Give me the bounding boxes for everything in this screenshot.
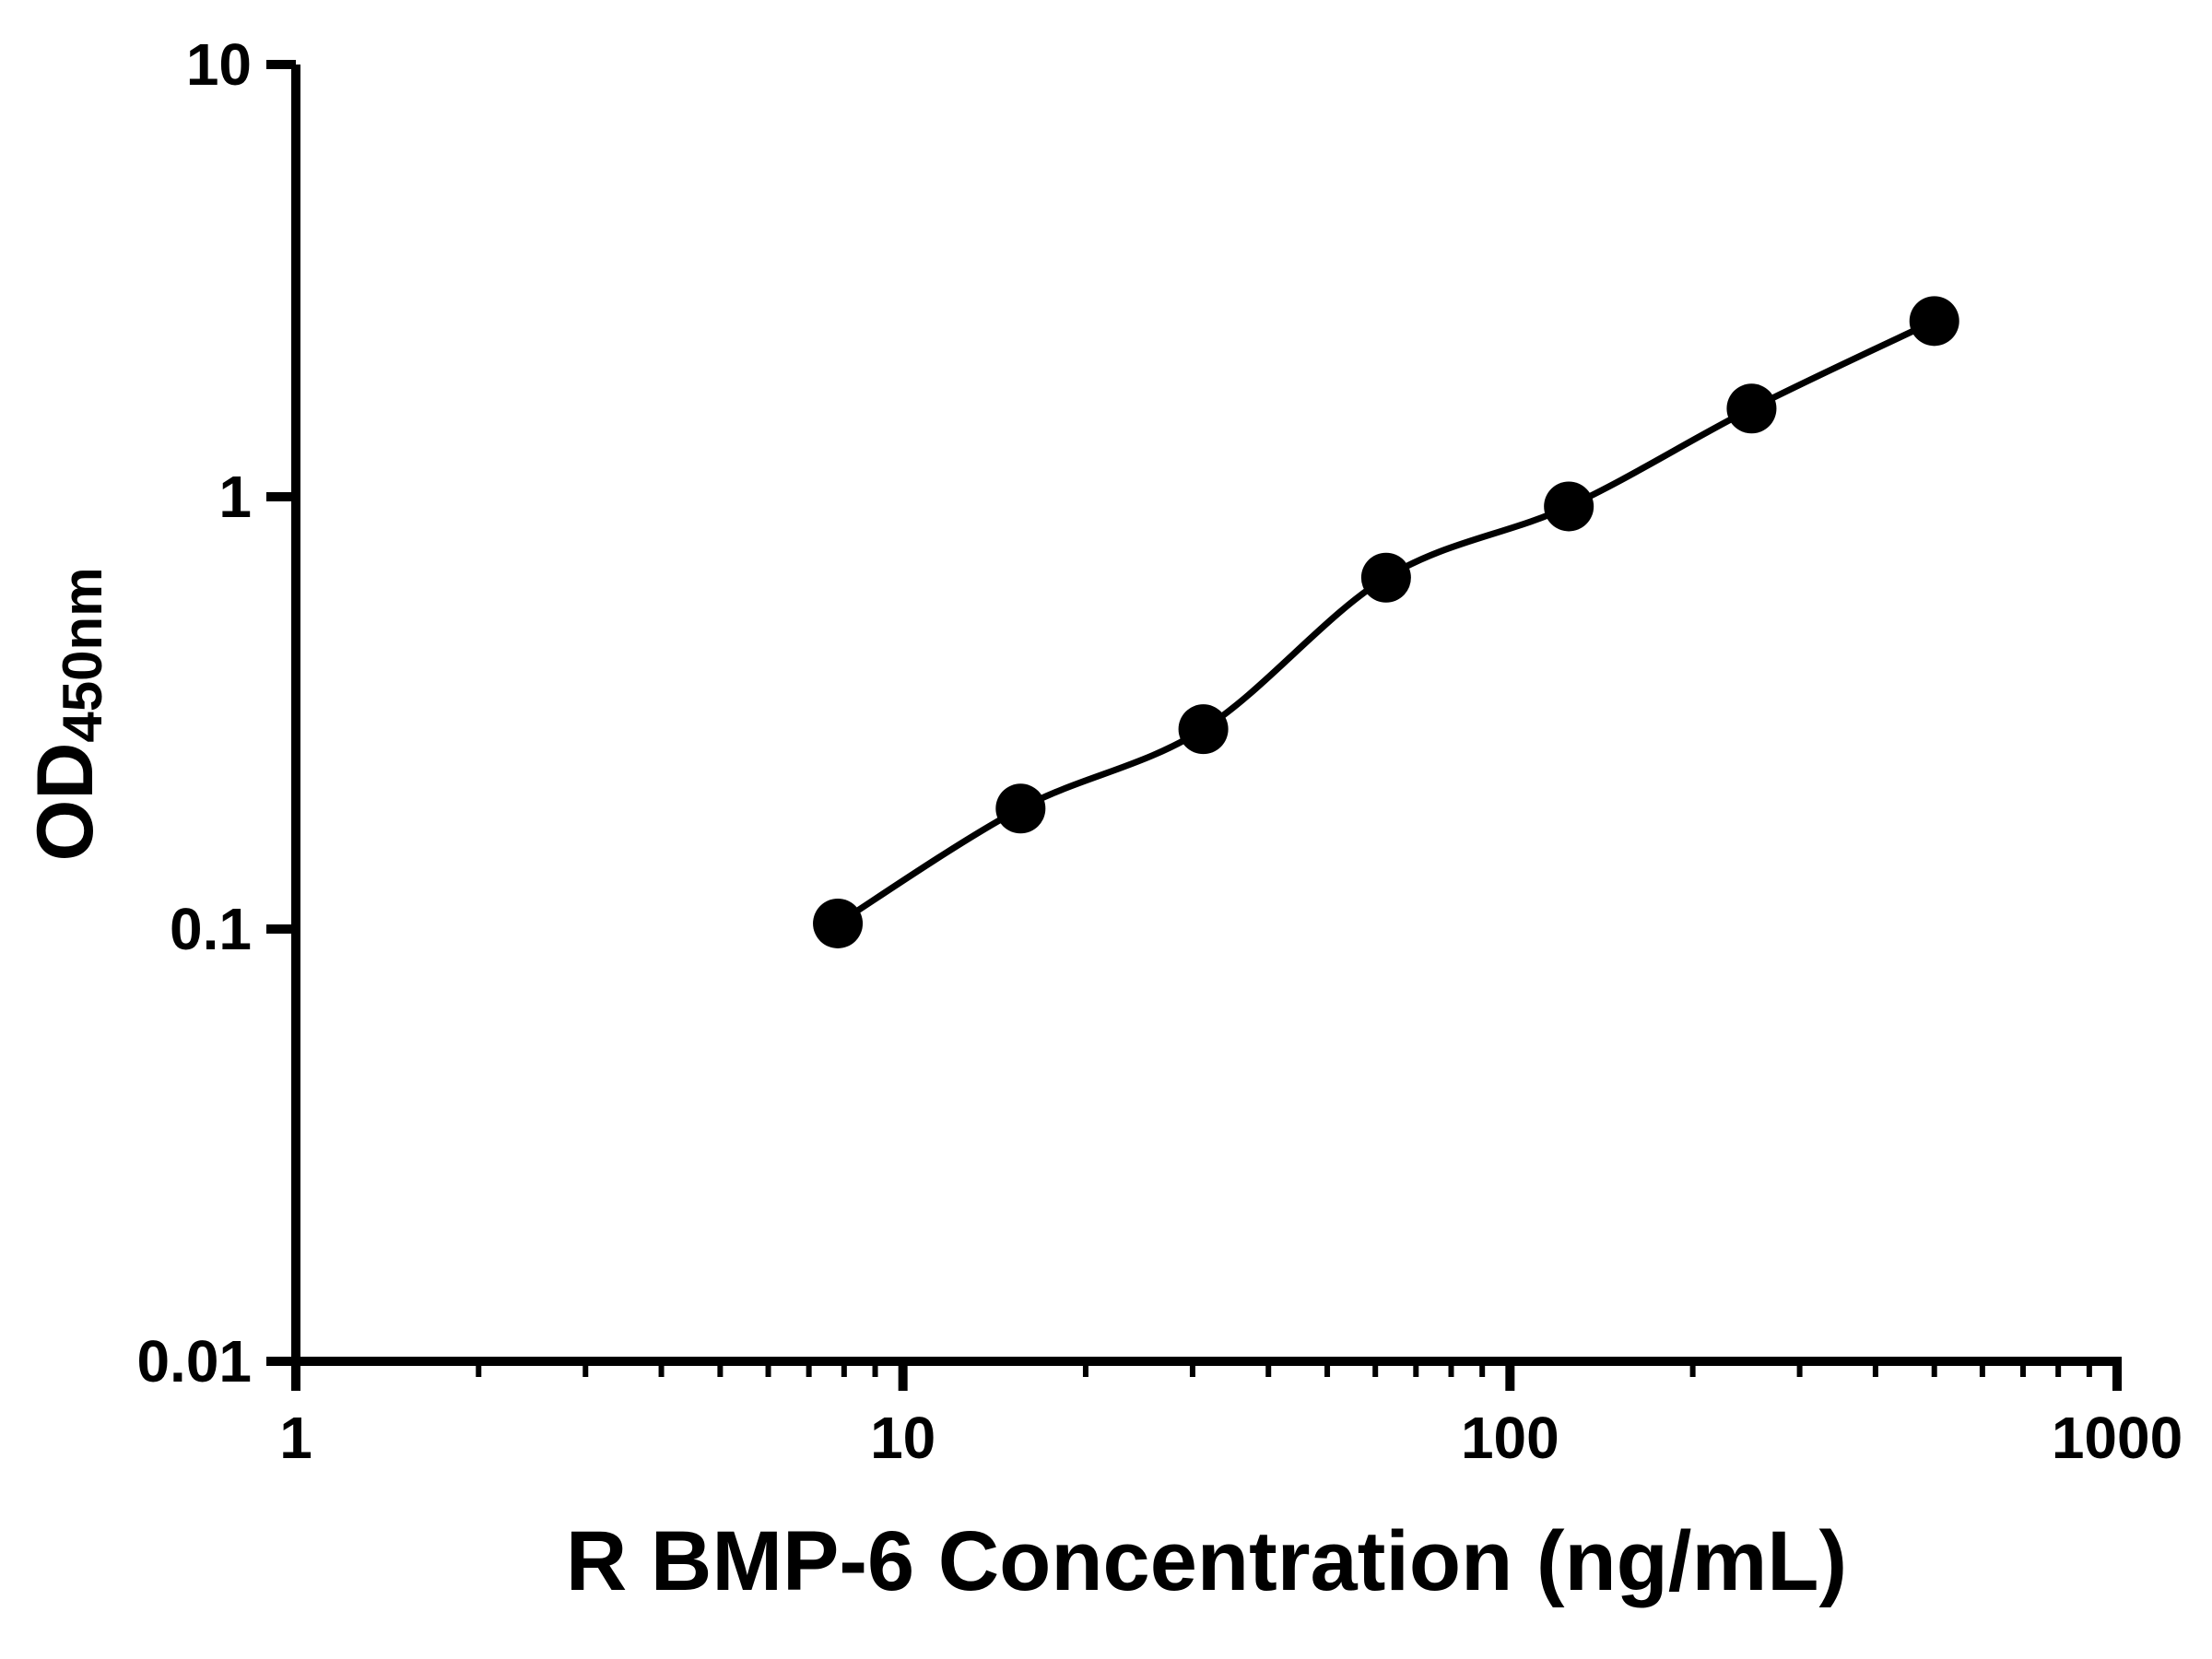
x-axis-title: R BMP-6 Concentration (ng/mL) xyxy=(566,1514,1847,1608)
data-point xyxy=(1544,481,1594,532)
data-point xyxy=(1726,383,1777,434)
data-point xyxy=(1909,296,1959,347)
y-axis-title-sub: 450nm xyxy=(52,567,113,742)
y-axis-ticks xyxy=(266,60,296,1366)
y-tick-label: 10 xyxy=(186,31,252,98)
data-points xyxy=(813,296,1959,948)
x-tick-label: 100 xyxy=(1461,1405,1559,1471)
y-tick-label: 1 xyxy=(218,464,252,530)
x-tick-label: 1000 xyxy=(2052,1405,2183,1471)
x-axis-ticks xyxy=(291,1361,2122,1391)
y-tick-label: 0.1 xyxy=(170,896,252,962)
data-point xyxy=(1360,552,1411,603)
data-point xyxy=(995,783,1046,834)
y-tick-labels: 0.01 0.1 1 10 xyxy=(136,31,252,1394)
y-tick-label: 0.01 xyxy=(136,1328,252,1394)
data-point xyxy=(1178,704,1229,755)
y-axis-title-main: OD xyxy=(21,743,110,862)
x-tick-labels: 1 10 100 1000 xyxy=(279,1405,2183,1471)
y-axis-title: OD450nm xyxy=(21,567,113,861)
data-point xyxy=(813,898,864,948)
x-tick-label: 10 xyxy=(870,1405,935,1471)
x-tick-label: 1 xyxy=(279,1405,312,1471)
